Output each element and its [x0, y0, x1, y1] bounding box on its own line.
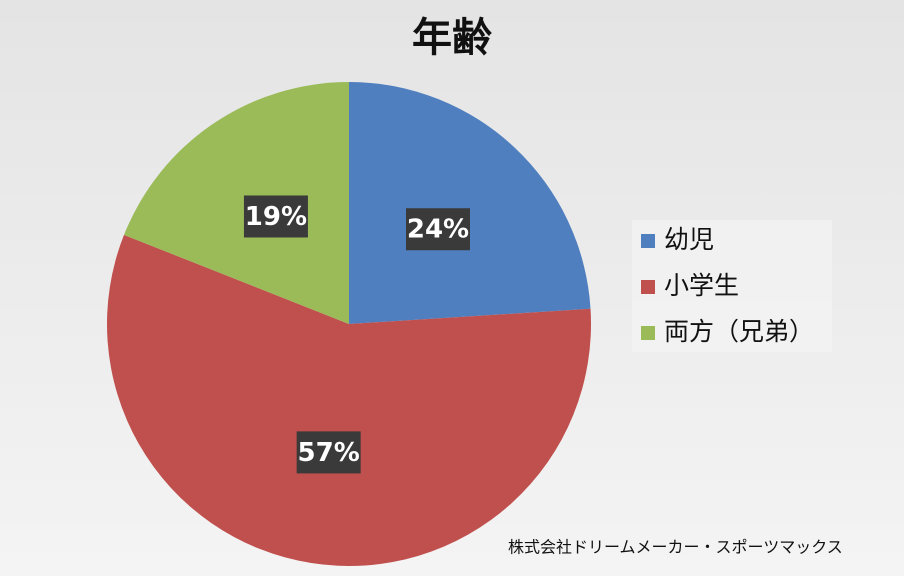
data-label: 19%	[245, 202, 307, 232]
pie-slice	[349, 82, 591, 324]
data-label-box	[243, 195, 308, 238]
chart-title: 年齢	[412, 15, 492, 61]
annotation: 株式会社ドリームメーカー・スポーツマックス	[508, 539, 843, 557]
legend-swatch	[641, 280, 655, 294]
legend-swatch	[641, 326, 655, 340]
legend-box	[632, 220, 832, 352]
data-label-box	[296, 431, 361, 474]
data-label: 24%	[407, 215, 469, 245]
legend-swatch	[641, 234, 655, 248]
data-label: 57%	[298, 438, 360, 468]
legend-label: 両方（兄弟）	[664, 317, 814, 346]
pie-slice	[123, 82, 350, 324]
legend-label: 幼児	[664, 225, 714, 254]
data-label-box	[405, 208, 470, 251]
pie-slice	[106, 234, 591, 567]
legend-label: 小学生	[664, 271, 739, 300]
